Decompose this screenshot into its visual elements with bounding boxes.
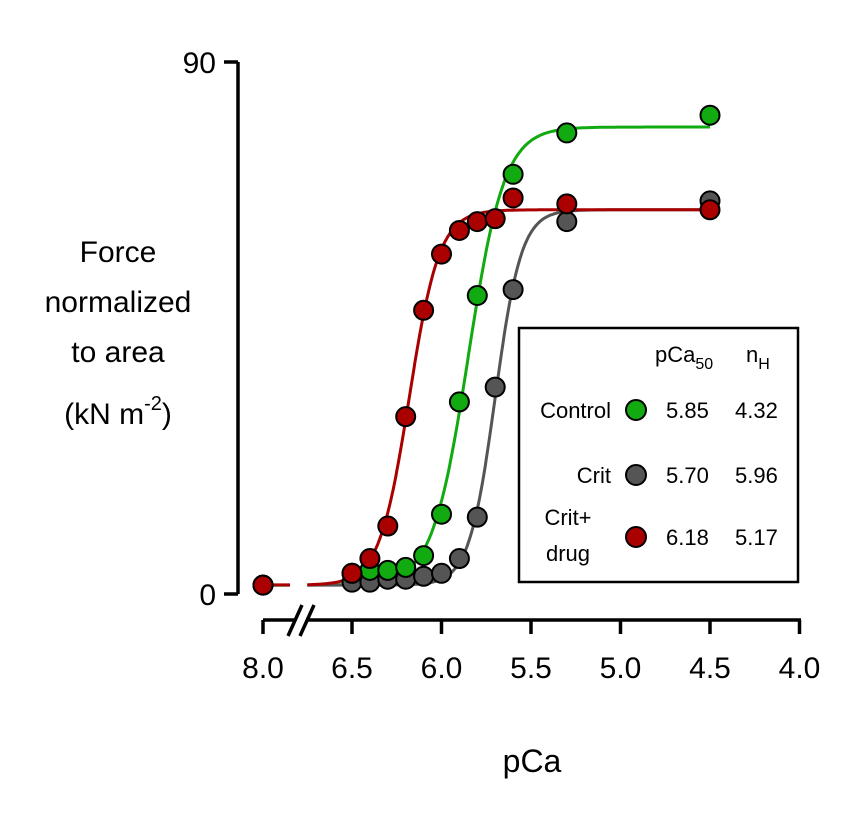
y-axis-title-line-1: Force — [80, 236, 157, 269]
legend: pCa50 nH Control 5.85 4.32 Crit 5.70 5.96 Crit… — [517, 326, 800, 584]
legend-pca50-1: 5.70 — [666, 463, 709, 488]
legend-label-1: Crit — [577, 463, 611, 488]
y-tick-label-90: 90 — [183, 47, 216, 80]
point-0-6 — [431, 503, 452, 525]
legend-marker-0 — [625, 399, 647, 421]
data-points — [252, 104, 721, 596]
point-1-5 — [413, 565, 435, 587]
point-2-12 — [699, 199, 721, 221]
legend-header-nh: nH — [746, 342, 770, 373]
legend-nh-0: 4.32 — [735, 398, 778, 423]
point-0-11 — [699, 104, 721, 126]
legend-label-0: Control — [540, 398, 611, 423]
legend-label-2-1: drug — [546, 541, 590, 566]
x-ticks: 8.0 6.5 6.0 5.5 5.0 4.5 4.0 — [242, 620, 820, 685]
point-2-5 — [413, 299, 435, 321]
x-axis-title: pCa — [503, 743, 562, 779]
legend-marker-2 — [625, 526, 647, 548]
legend-box — [517, 326, 800, 584]
point-1-7 — [448, 548, 470, 570]
y-axis-title-line-4: (kN m-2) — [64, 393, 172, 431]
legend-header-pca50: pCa50 — [655, 342, 713, 373]
point-2-9 — [484, 208, 506, 230]
point-2-8 — [466, 211, 488, 233]
legend-pca50-2: 6.18 — [666, 525, 709, 550]
point-1-9 — [484, 376, 506, 398]
axis-break-mark-1 — [286, 604, 304, 637]
legend-marker-1 — [625, 464, 647, 486]
point-0-10 — [556, 122, 578, 144]
point-1-11 — [556, 211, 578, 233]
y-axis: 0 90 — [183, 47, 240, 612]
legend-nh-1: 5.96 — [735, 463, 778, 488]
y-axis-title: Force normalized to area (kN m-2) — [45, 236, 192, 431]
point-0-9 — [502, 163, 524, 185]
x-tick-label-1: 6.5 — [331, 652, 373, 685]
point-2-6 — [431, 243, 452, 265]
x-tick-label-4: 5.0 — [600, 652, 642, 685]
axis-break-mark-2 — [298, 604, 316, 637]
point-2-4 — [395, 406, 417, 428]
x-tick-label-3: 5.5 — [510, 652, 552, 685]
legend-rows: Control 5.85 4.32 Crit 5.70 5.96 Crit+ drug 6.18… — [540, 398, 778, 566]
point-1-10 — [502, 279, 524, 301]
point-2-0 — [252, 574, 274, 596]
x-axis: 8.0 6.5 6.0 5.5 5.0 4.5 4.0 pCa — [242, 604, 820, 779]
point-2-11 — [556, 193, 578, 215]
x-tick-label-5: 4.5 — [689, 652, 731, 685]
point-2-1 — [341, 562, 363, 584]
point-2-3 — [377, 515, 399, 537]
point-1-8 — [466, 506, 488, 528]
point-0-7 — [448, 391, 470, 413]
point-2-10 — [502, 187, 524, 209]
legend-nh-2: 5.17 — [735, 525, 778, 550]
point-0-5 — [413, 545, 435, 567]
point-1-6 — [431, 562, 452, 584]
point-0-4 — [395, 556, 417, 578]
y-tick-label-0: 0 — [199, 579, 216, 612]
point-0-3 — [377, 559, 399, 581]
point-2-2 — [359, 548, 381, 570]
point-0-8 — [466, 284, 488, 306]
x-tick-label-2: 6.0 — [421, 652, 463, 685]
x-tick-label-0: 8.0 — [242, 652, 284, 685]
y-axis-title-line-3: to area — [71, 336, 165, 369]
y-axis-title-line-2: normalized — [45, 286, 192, 319]
legend-label-2-0: Crit+ — [544, 505, 591, 530]
x-tick-label-6: 4.0 — [779, 652, 821, 685]
point-2-7 — [448, 219, 470, 241]
legend-pca50-0: 5.85 — [666, 398, 709, 423]
